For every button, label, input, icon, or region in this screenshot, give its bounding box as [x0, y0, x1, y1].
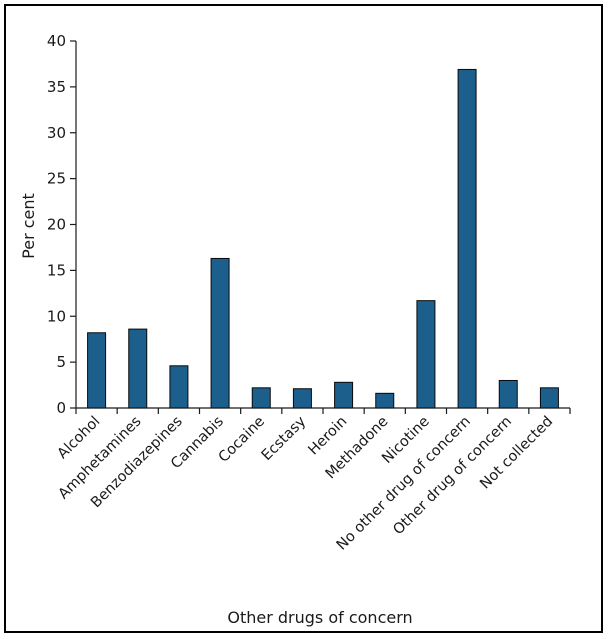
y-tick-label: 30: [47, 124, 66, 142]
bars: [87, 68, 559, 409]
x-axis-label: Other drugs of concern: [227, 608, 412, 627]
y-axis-ticks: 0 5 10 15 20 25 30 35 40: [47, 32, 76, 417]
bar-nicotine: [416, 300, 436, 409]
x-tick-label: Cocaine: [216, 413, 268, 465]
bar-ecstasy: [292, 388, 312, 409]
axes: [75, 41, 570, 409]
x-tick-label: Ecstasy: [259, 413, 310, 464]
y-axis-label: Per cent: [19, 193, 38, 259]
y-tick-label: 25: [47, 170, 66, 188]
y-tick-label: 5: [56, 353, 66, 371]
bar-heroin: [334, 381, 354, 409]
y-tick-label: 35: [47, 78, 66, 96]
bar-amphetamines: [128, 328, 148, 409]
x-axis-ticks: AlcoholAmphetaminesBenzodiazepinesCannab…: [55, 408, 571, 554]
bar-not-collected: [539, 387, 559, 409]
bar-methadone: [375, 392, 395, 409]
bar-no-other-drug-of-concern: [457, 68, 477, 409]
x-tick-label: Not collected: [477, 414, 556, 493]
bar-alcohol: [87, 332, 107, 409]
bar-cocaine: [251, 387, 271, 409]
bar-other-drug-of-concern: [498, 379, 518, 409]
y-tick-label: 40: [47, 32, 66, 50]
bar-cannabis: [210, 257, 230, 409]
chart-frame: [4, 4, 603, 633]
y-tick-label: 20: [47, 216, 66, 234]
y-tick-label: 15: [47, 261, 66, 279]
y-tick-label: 0: [56, 399, 66, 417]
bar-benzodiazepines: [169, 365, 189, 409]
y-tick-label: 10: [47, 307, 66, 325]
